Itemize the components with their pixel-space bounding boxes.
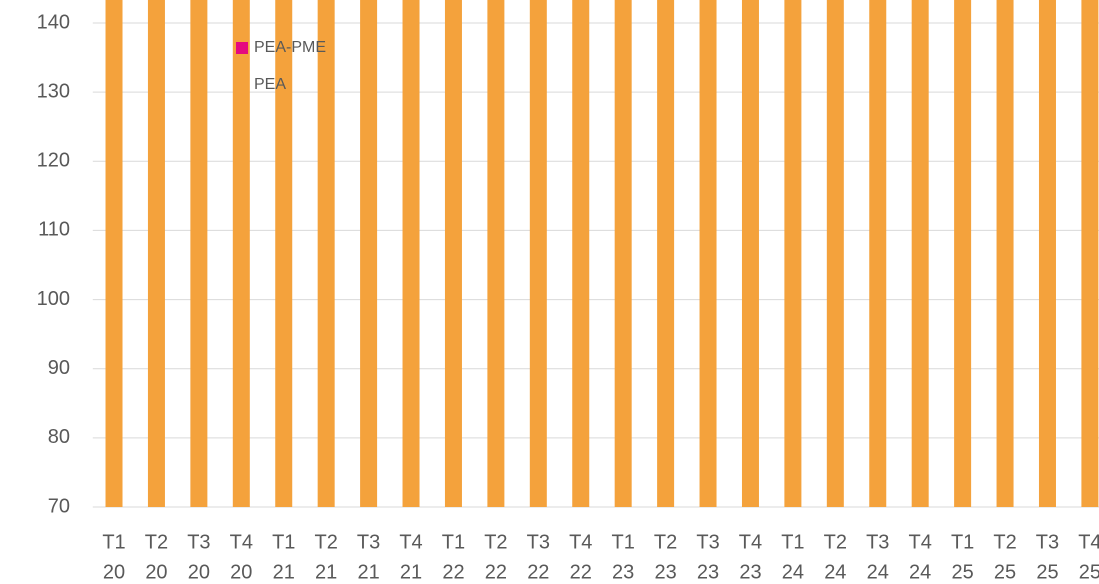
bar-segment — [1081, 0, 1099, 507]
x-tick-label: T2 — [314, 531, 337, 553]
x-tick-label: 23 — [697, 561, 719, 583]
x-tick-label: T1 — [102, 531, 125, 553]
x-tick-label: 23 — [654, 561, 676, 583]
x-tick-label: 21 — [400, 561, 422, 583]
x-tick-label: 24 — [867, 561, 889, 583]
x-tick-label: T4 — [909, 531, 932, 553]
x-tick-label: T1 — [612, 531, 635, 553]
bar-segment — [1038, 0, 1056, 507]
bar-segment — [402, 0, 420, 507]
bar-segment — [614, 0, 632, 507]
x-tick-label: T3 — [187, 531, 210, 553]
x-tick-label: T2 — [654, 531, 677, 553]
x-tick-label: 22 — [527, 561, 549, 583]
x-tick-label: T1 — [781, 531, 804, 553]
x-tick-label: T4 — [569, 531, 592, 553]
bar-segment — [784, 0, 802, 507]
bar-segment — [826, 0, 844, 507]
x-tick-label: 23 — [739, 561, 761, 583]
x-tick-label: 22 — [442, 561, 464, 583]
x-tick-label: 20 — [230, 561, 252, 583]
x-tick-label: T2 — [145, 531, 168, 553]
bar-segment — [572, 0, 590, 508]
x-tick-label: 21 — [315, 561, 337, 583]
bar-segment — [996, 0, 1014, 507]
x-tick-label: T3 — [527, 531, 550, 553]
x-tick-label: T4 — [399, 531, 422, 553]
x-tick-label: 20 — [145, 561, 167, 583]
bar-segment — [360, 0, 378, 508]
x-tick-label: T4 — [739, 531, 762, 553]
legend-swatch — [236, 42, 248, 54]
y-tick-label: 130 — [37, 80, 70, 102]
bar-segment — [487, 0, 505, 508]
x-tick-label: T1 — [951, 531, 974, 553]
bar-segment — [911, 0, 929, 507]
x-tick-label: T3 — [357, 531, 380, 553]
bar-segment — [657, 0, 675, 508]
bar-segment — [232, 0, 250, 507]
bar-segment — [699, 0, 717, 507]
y-tick-label: 90 — [48, 357, 70, 379]
x-tick-label: 25 — [951, 561, 973, 583]
x-tick-label: 24 — [782, 561, 804, 583]
x-tick-label: 23 — [612, 561, 634, 583]
x-tick-label: T1 — [272, 531, 295, 553]
bar-segment — [529, 0, 547, 508]
bar-segment — [869, 0, 887, 507]
bar-segment — [147, 0, 165, 508]
y-tick-label: 120 — [37, 150, 70, 172]
x-tick-label: T3 — [866, 531, 889, 553]
x-tick-label: 25 — [1079, 561, 1099, 583]
bar-segment — [317, 0, 335, 507]
bar-segment — [105, 0, 123, 508]
x-tick-label: 21 — [357, 561, 379, 583]
x-tick-label: 22 — [485, 561, 507, 583]
legend-swatch — [236, 79, 248, 91]
x-tick-label: T1 — [442, 531, 465, 553]
y-tick-label: 100 — [37, 288, 70, 310]
bar-segment — [954, 0, 972, 507]
x-tick-label: 25 — [1036, 561, 1058, 583]
bar-segment — [190, 0, 208, 507]
x-tick-label: T4 — [1078, 531, 1099, 553]
y-tick-label: 110 — [38, 219, 70, 241]
x-tick-label: T2 — [993, 531, 1016, 553]
bar-segment — [444, 0, 462, 507]
x-tick-label: 22 — [570, 561, 592, 583]
x-tick-label: 21 — [273, 561, 295, 583]
bar-segment — [741, 0, 759, 507]
x-tick-label: 20 — [103, 561, 125, 583]
x-tick-label: T2 — [484, 531, 507, 553]
legend-label: PEA-PME — [254, 39, 326, 56]
x-tick-label: 24 — [824, 561, 846, 583]
x-tick-label: 24 — [909, 561, 931, 583]
x-tick-label: 20 — [188, 561, 210, 583]
x-tick-label: T3 — [696, 531, 719, 553]
x-tick-label: T4 — [230, 531, 253, 553]
legend-label: PEA — [254, 76, 286, 93]
bar-segment — [275, 0, 293, 507]
x-tick-label: 25 — [994, 561, 1016, 583]
y-tick-label: 70 — [48, 495, 70, 517]
x-tick-label: T2 — [824, 531, 847, 553]
y-tick-label: 80 — [48, 426, 70, 448]
y-tick-label: 140 — [37, 11, 70, 33]
x-tick-label: T3 — [1036, 531, 1059, 553]
